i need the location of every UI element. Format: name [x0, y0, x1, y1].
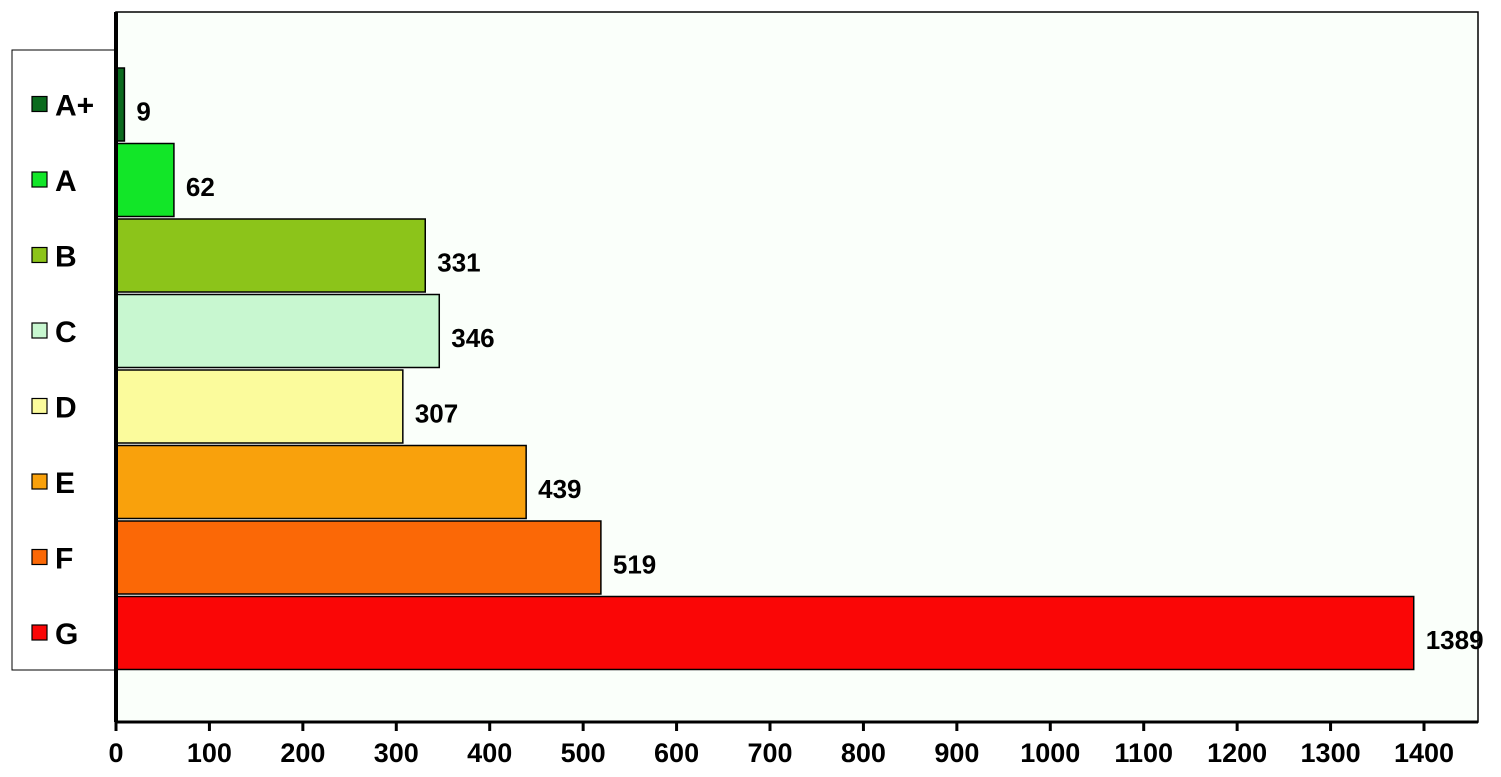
- bar-value-label: 307: [415, 399, 458, 429]
- x-tick-label: 1000: [1020, 738, 1080, 768]
- bar-value-label: 1389: [1426, 625, 1484, 655]
- legend-label: A+: [55, 90, 94, 123]
- x-tick-label: 200: [280, 738, 325, 768]
- legend-swatch: [31, 246, 48, 264]
- x-tick-label: 900: [934, 738, 979, 768]
- legend-swatch: [31, 548, 48, 566]
- x-tick-label: 1200: [1207, 738, 1267, 768]
- x-tick-label: 700: [747, 738, 792, 768]
- x-tick-label: 1400: [1394, 738, 1454, 768]
- legend-swatch: [31, 473, 48, 490]
- x-axis: 0 100 200 300 400 500 600 700 800 900 1000 1100 1200…: [108, 12, 1478, 768]
- bar-f: [115, 520, 602, 595]
- legend-label: D: [55, 392, 77, 425]
- legend-swatch: [31, 322, 48, 339]
- x-tick-label: 400: [467, 738, 512, 768]
- x-tick-label: 300: [374, 738, 419, 768]
- legend-swatch: [31, 624, 48, 641]
- bar-value-label: 439: [538, 474, 581, 504]
- legend-label: A: [55, 165, 77, 198]
- x-tick-label: 500: [561, 738, 606, 768]
- bar-c: [115, 293, 441, 369]
- bar-value-label: 519: [613, 550, 656, 580]
- x-tick-label: 100: [187, 738, 232, 768]
- bar-e: [115, 444, 527, 520]
- legend-label: B: [55, 241, 77, 274]
- legend-label: G: [55, 618, 78, 651]
- legend: A+ A B C D E F G: [31, 90, 94, 651]
- legend-swatch: [31, 171, 48, 188]
- x-tick-label: 0: [108, 738, 123, 768]
- bar-value-label: 331: [437, 248, 480, 278]
- bar-a: [115, 142, 175, 218]
- bar-d: [115, 369, 404, 444]
- legend-box: [11, 49, 117, 671]
- bars: 9 62 331 346 307 439 519 1389: [115, 67, 1484, 671]
- bar-value-label: 9: [136, 97, 150, 127]
- legend-label: C: [55, 316, 77, 349]
- legend-swatch: [31, 397, 48, 415]
- x-tick-label: 800: [841, 738, 886, 768]
- legend-swatch: [31, 95, 48, 113]
- x-tick-label: 600: [654, 738, 699, 768]
- x-tick-label: 1300: [1301, 738, 1361, 768]
- legend-label: E: [55, 467, 75, 500]
- legend-label: F: [55, 543, 73, 576]
- bar-g: [115, 595, 1415, 671]
- bar-value-label: 346: [451, 323, 494, 353]
- bar-b: [115, 218, 426, 293]
- x-tick-label: 1100: [1114, 738, 1173, 768]
- bar-value-label: 62: [186, 172, 215, 202]
